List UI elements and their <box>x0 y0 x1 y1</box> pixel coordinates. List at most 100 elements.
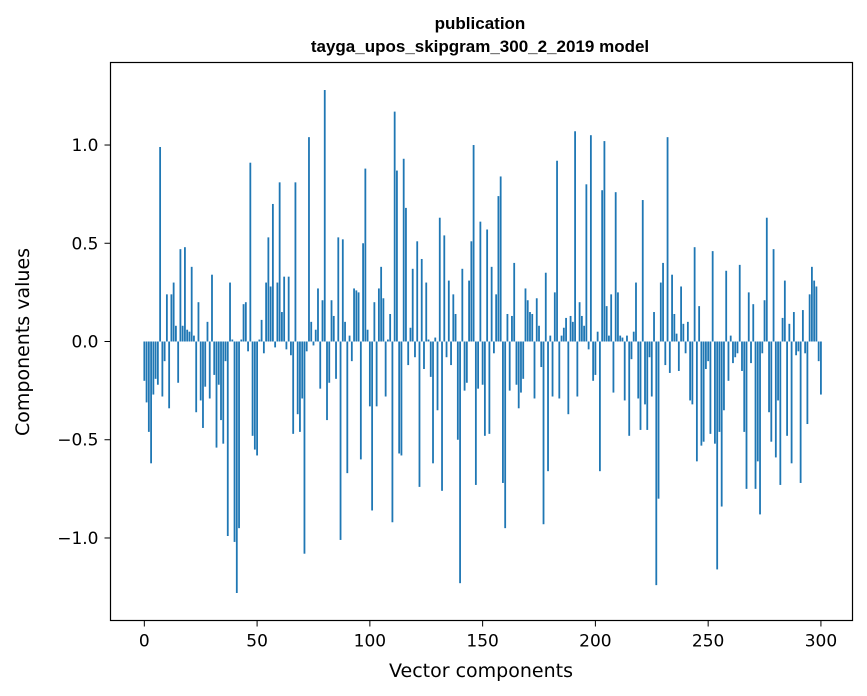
y-tick-label: 1.0 <box>71 136 98 156</box>
bar-54 <box>265 282 268 342</box>
bar-87 <box>339 341 342 540</box>
bar-258 <box>725 270 728 342</box>
bar-275 <box>763 300 766 342</box>
bar-205 <box>605 306 608 342</box>
bar-123 <box>420 258 423 342</box>
bar-16 <box>179 249 182 342</box>
bar-278 <box>770 341 773 442</box>
bar-107 <box>384 341 387 397</box>
bar-90 <box>346 341 349 474</box>
bar-300 <box>820 341 822 395</box>
bar-236 <box>675 333 678 342</box>
bar-10 <box>165 294 168 342</box>
bar-49 <box>253 341 256 450</box>
bar-130 <box>436 341 439 411</box>
bar-35 <box>222 341 225 444</box>
bar-43 <box>240 339 243 342</box>
bar-297 <box>813 280 816 342</box>
bar-223 <box>646 341 649 430</box>
bar-7 <box>159 146 162 342</box>
bar-219 <box>637 341 640 399</box>
bar-13 <box>172 282 175 342</box>
y-tick-label: 0.0 <box>71 333 98 353</box>
bar-189 <box>569 315 572 342</box>
bar-57 <box>271 203 274 342</box>
bar-124 <box>423 341 425 370</box>
bar-138 <box>454 313 457 342</box>
bar-192 <box>576 341 579 397</box>
bar-103 <box>375 341 378 407</box>
bar-286 <box>788 323 791 342</box>
bar-197 <box>587 341 590 350</box>
bar-26 <box>202 341 204 428</box>
bar-125 <box>425 282 428 342</box>
bar-262 <box>734 341 737 358</box>
bar-132 <box>441 341 443 491</box>
bar-180 <box>549 335 552 342</box>
bar-173 <box>533 341 536 399</box>
bar-93 <box>353 288 355 342</box>
bar-168 <box>522 341 525 379</box>
bar-285 <box>786 341 788 436</box>
bar-105 <box>380 266 383 342</box>
bar-267 <box>745 341 748 489</box>
chart-title-line-1: publication <box>435 14 526 33</box>
bar-73 <box>308 137 310 342</box>
bar-52 <box>260 319 263 342</box>
bar-147 <box>474 341 477 485</box>
bar-81 <box>326 341 328 421</box>
bar-58 <box>274 341 277 348</box>
bar-294 <box>806 341 809 425</box>
bar-120 <box>414 341 416 358</box>
bar-167 <box>520 341 522 393</box>
bar-183 <box>556 160 558 342</box>
bar-207 <box>610 294 613 342</box>
bar-117 <box>407 341 410 366</box>
bar-15 <box>177 341 180 383</box>
bar-203 <box>601 190 604 342</box>
bar-272 <box>756 341 759 462</box>
x-tick-label: 50 <box>246 632 268 652</box>
x-tick-label: 100 <box>354 632 386 652</box>
bar-83 <box>330 300 333 342</box>
bar-30 <box>211 274 213 342</box>
bar-51 <box>258 339 261 342</box>
bar-76 <box>314 329 317 342</box>
bar-274 <box>761 341 764 354</box>
bar-28 <box>206 321 209 342</box>
bar-9 <box>163 341 166 362</box>
bar-255 <box>718 341 721 432</box>
bar-0 <box>143 341 146 381</box>
bar-23 <box>195 341 198 413</box>
bar-273 <box>759 341 761 515</box>
bar-150 <box>481 341 484 385</box>
bar-242 <box>689 341 692 401</box>
bar-224 <box>648 341 651 358</box>
bar-24 <box>197 302 200 342</box>
bar-4 <box>152 341 155 395</box>
bar-128 <box>432 341 434 464</box>
bar-82 <box>328 341 331 383</box>
bar-161 <box>506 313 509 342</box>
bar-260 <box>729 335 732 342</box>
bar-239 <box>682 323 685 342</box>
bar-72 <box>305 341 308 352</box>
bar-157 <box>497 196 500 342</box>
bar-46 <box>247 341 249 352</box>
bar-214 <box>626 335 628 342</box>
bar-198 <box>589 135 592 342</box>
bar-177 <box>542 341 545 525</box>
bar-8 <box>161 341 164 397</box>
bar-67 <box>294 182 297 342</box>
bar-181 <box>551 341 554 397</box>
bar-250 <box>707 341 710 362</box>
bar-290 <box>797 341 800 352</box>
bar-22 <box>193 335 195 342</box>
bar-204 <box>603 141 606 342</box>
bar-17 <box>181 325 184 342</box>
bar-190 <box>571 321 574 342</box>
bar-66 <box>292 341 295 434</box>
bar-289 <box>795 341 798 356</box>
bar-228 <box>657 341 660 499</box>
